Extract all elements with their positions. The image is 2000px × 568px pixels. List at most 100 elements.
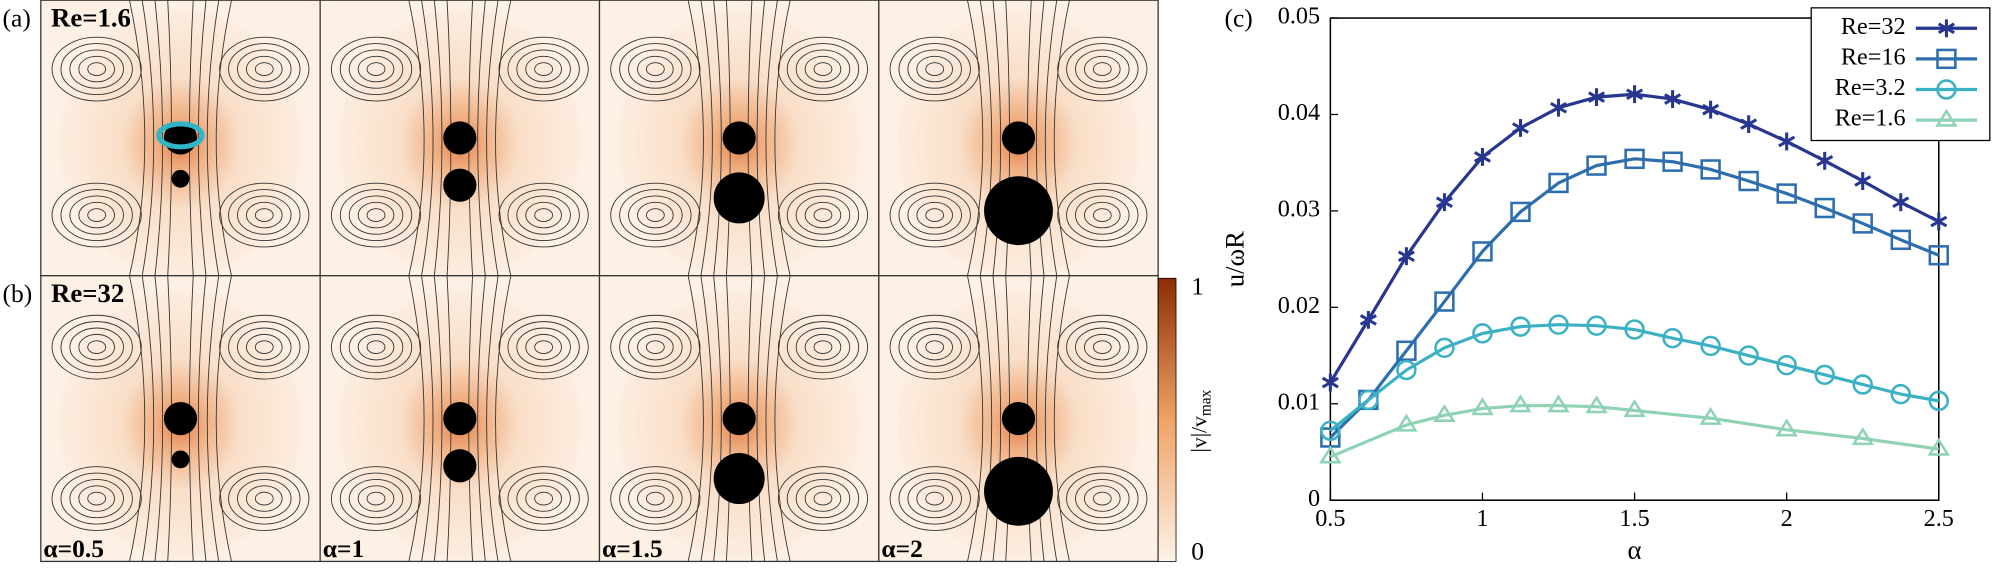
streamline — [756, 275, 766, 562]
streamline — [889, 182, 980, 248]
streamline — [228, 189, 301, 242]
streamline — [898, 321, 971, 374]
marker — [1547, 394, 1570, 413]
streamline — [637, 201, 674, 229]
marker — [1927, 437, 1951, 456]
chart: 0.5 1 1.5 2 2.5 0 0.01 0.02 0.03 0.04 0.05 α u/ωR (c)… — [1219, 3, 1991, 565]
streamline — [495, 0, 512, 276]
streamline — [967, 275, 984, 562]
streamline — [619, 321, 692, 374]
streamline — [228, 472, 301, 525]
marker — [1588, 88, 1606, 107]
series-line — [1329, 157, 1940, 439]
streamline — [765, 275, 778, 562]
re-label: Re=32 — [51, 278, 124, 308]
streamline — [795, 478, 851, 519]
marker — [1473, 147, 1491, 166]
streamline — [786, 472, 860, 525]
streamline — [197, 275, 207, 562]
marker — [1852, 374, 1873, 395]
marker — [1775, 418, 1798, 437]
y-tick-label: 0 — [1308, 485, 1320, 512]
marker — [1548, 172, 1569, 194]
streamline — [206, 275, 220, 562]
streamline — [330, 182, 422, 248]
streamline — [366, 208, 386, 222]
streamline — [516, 49, 571, 89]
streamline — [804, 333, 842, 361]
streamline — [619, 189, 692, 242]
streamline — [1092, 340, 1112, 354]
streamline — [534, 340, 553, 354]
streamline — [525, 55, 562, 83]
x-tick-label: 2 — [1781, 505, 1793, 532]
streamline — [1053, 275, 1070, 562]
streamline — [925, 491, 945, 506]
alpha-label: α=1 — [323, 534, 365, 563]
streamline — [889, 314, 980, 380]
streamlines — [610, 0, 869, 276]
streamline — [254, 491, 274, 506]
y-tick-label: 0.04 — [1278, 99, 1320, 126]
alpha-label: α=1.5 — [602, 534, 663, 563]
streamline — [534, 208, 553, 222]
row-label: (b) — [3, 279, 33, 308]
marker — [1778, 132, 1796, 151]
sphere — [1001, 121, 1036, 155]
y-tick-label: 0.03 — [1278, 195, 1320, 222]
legend-label: Re=16 — [1841, 43, 1906, 70]
x-tick-label: 1 — [1476, 505, 1488, 532]
streamline — [507, 321, 580, 374]
marker — [1700, 159, 1721, 180]
streamline — [713, 0, 722, 276]
streamline — [366, 340, 386, 354]
streamline — [619, 472, 692, 525]
streamline — [348, 49, 404, 89]
streamline — [1075, 327, 1130, 367]
streamline — [477, 275, 486, 562]
marker — [1511, 119, 1529, 137]
streamline — [525, 485, 562, 512]
streamline — [610, 182, 701, 248]
streamline — [1035, 0, 1045, 276]
series-line — [1329, 323, 1940, 433]
streamline — [813, 62, 833, 76]
streamline — [215, 0, 232, 276]
streamline — [87, 491, 107, 506]
streamline — [795, 195, 851, 235]
marker — [1434, 291, 1455, 312]
streamline — [141, 0, 155, 276]
marker — [1395, 413, 1418, 432]
streamline — [330, 466, 422, 531]
streamline — [1057, 182, 1148, 248]
marker — [1662, 151, 1683, 172]
streamline — [813, 491, 833, 506]
marker — [1700, 335, 1721, 357]
streamline — [245, 485, 283, 512]
marker — [1928, 245, 1949, 266]
streamline — [1083, 201, 1121, 229]
streamline — [645, 340, 665, 354]
streamline — [339, 189, 413, 242]
streamline — [992, 275, 1002, 562]
streamline — [916, 485, 953, 512]
sphere — [722, 121, 756, 155]
marker — [1358, 389, 1379, 411]
y-tick-label: 0.02 — [1278, 292, 1320, 319]
streamline — [69, 195, 124, 235]
alpha-label: α=0.5 — [43, 534, 104, 563]
marker — [1890, 229, 1911, 251]
streamline — [219, 466, 310, 531]
streamline — [804, 55, 842, 83]
streamline — [700, 0, 713, 276]
streamline — [889, 36, 980, 102]
streamline — [357, 333, 395, 361]
sphere — [443, 449, 477, 483]
streamlines — [889, 0, 1148, 276]
streamline — [408, 0, 425, 276]
streamline — [498, 36, 589, 102]
legend-marker — [1935, 108, 1958, 127]
streamline — [87, 62, 107, 76]
marker — [1624, 148, 1645, 170]
streamline — [129, 0, 146, 276]
